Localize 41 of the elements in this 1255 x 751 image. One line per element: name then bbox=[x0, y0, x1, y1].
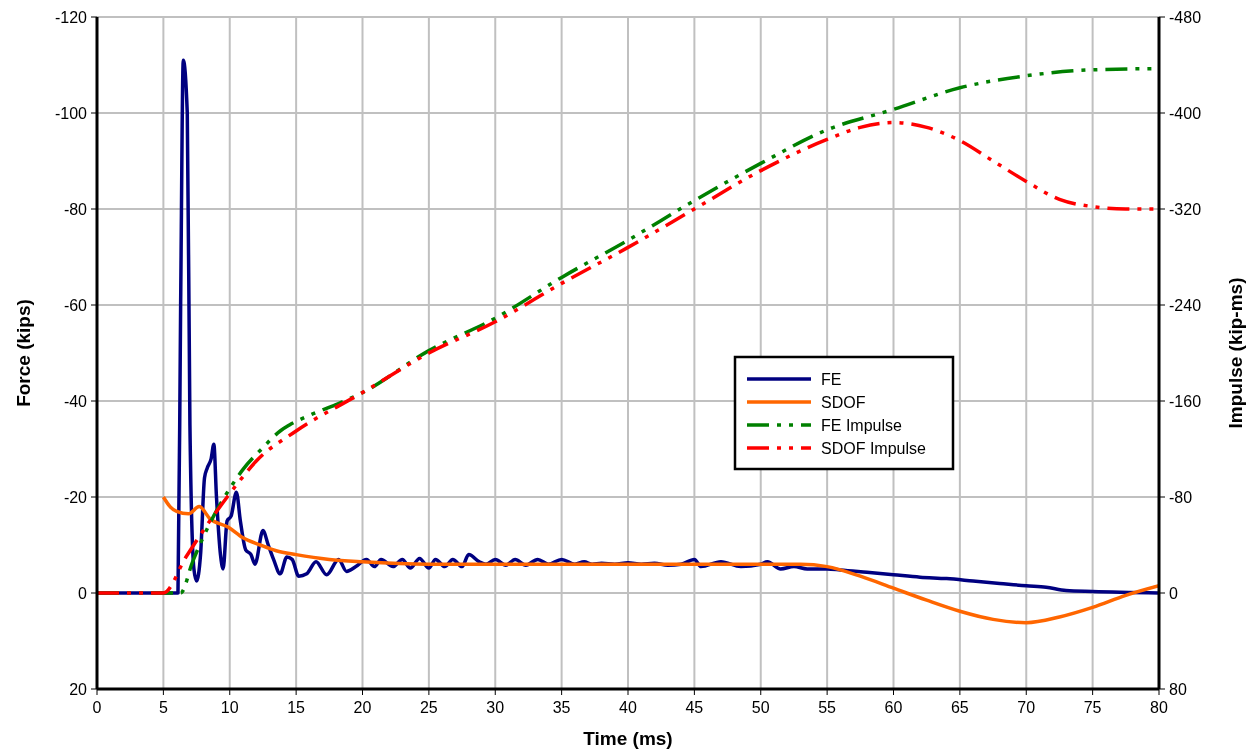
x-tick-label: 50 bbox=[751, 699, 770, 716]
y-tick-label: -40 bbox=[63, 393, 88, 410]
y2-tick-label: -80 bbox=[1169, 489, 1193, 506]
legend-label: FE bbox=[821, 371, 842, 388]
y-tick-label: -100 bbox=[54, 105, 88, 122]
x-tick-label: 70 bbox=[1017, 699, 1036, 716]
x-tick-label: 45 bbox=[685, 699, 704, 716]
y2-tick-label: -400 bbox=[1169, 105, 1202, 122]
y2-tick-label: 0 bbox=[1169, 585, 1178, 602]
y2-tick-label: -320 bbox=[1169, 201, 1202, 218]
x-axis-title: Time (ms) bbox=[583, 728, 673, 749]
x-tick-label: 75 bbox=[1083, 699, 1102, 716]
x-tick-label: 5 bbox=[158, 699, 168, 716]
y-tick-label: -20 bbox=[63, 489, 88, 506]
y2-tick-label: 80 bbox=[1169, 681, 1187, 698]
x-tick-label: 55 bbox=[818, 699, 837, 716]
x-tick-label: 80 bbox=[1150, 699, 1168, 716]
x-tick-label: 60 bbox=[884, 699, 903, 716]
y-tick-label: -120 bbox=[54, 9, 88, 26]
y2-tick-label: -240 bbox=[1169, 297, 1202, 314]
y-tick-label: 20 bbox=[69, 681, 88, 698]
legend-label: FE Impulse bbox=[821, 417, 903, 434]
x-tick-label: 30 bbox=[486, 699, 505, 716]
y2-tick-label: -480 bbox=[1169, 9, 1202, 26]
x-tick-label: 65 bbox=[950, 699, 969, 716]
line-series bbox=[161, 495, 1159, 625]
y2-axis-title: Impulse (kip-ms) bbox=[1225, 277, 1246, 429]
legend-label: SDOF bbox=[821, 394, 866, 411]
y-tick-label: -80 bbox=[63, 201, 88, 218]
y-tick-label: 0 bbox=[78, 585, 88, 602]
legend-label: SDOF Impulse bbox=[821, 440, 927, 457]
x-tick-label: 20 bbox=[353, 699, 372, 716]
y-axis-title: Force (kips) bbox=[13, 299, 34, 407]
x-tick-label: 25 bbox=[419, 699, 438, 716]
x-tick-label: 0 bbox=[92, 699, 102, 716]
y2-tick-label: -160 bbox=[1169, 393, 1202, 410]
y-tick-label: -60 bbox=[63, 297, 88, 314]
x-tick-label: 40 bbox=[619, 699, 637, 716]
x-tick-label: 10 bbox=[220, 699, 239, 716]
x-tick-label: 15 bbox=[287, 699, 306, 716]
x-tick-label: 35 bbox=[552, 699, 571, 716]
